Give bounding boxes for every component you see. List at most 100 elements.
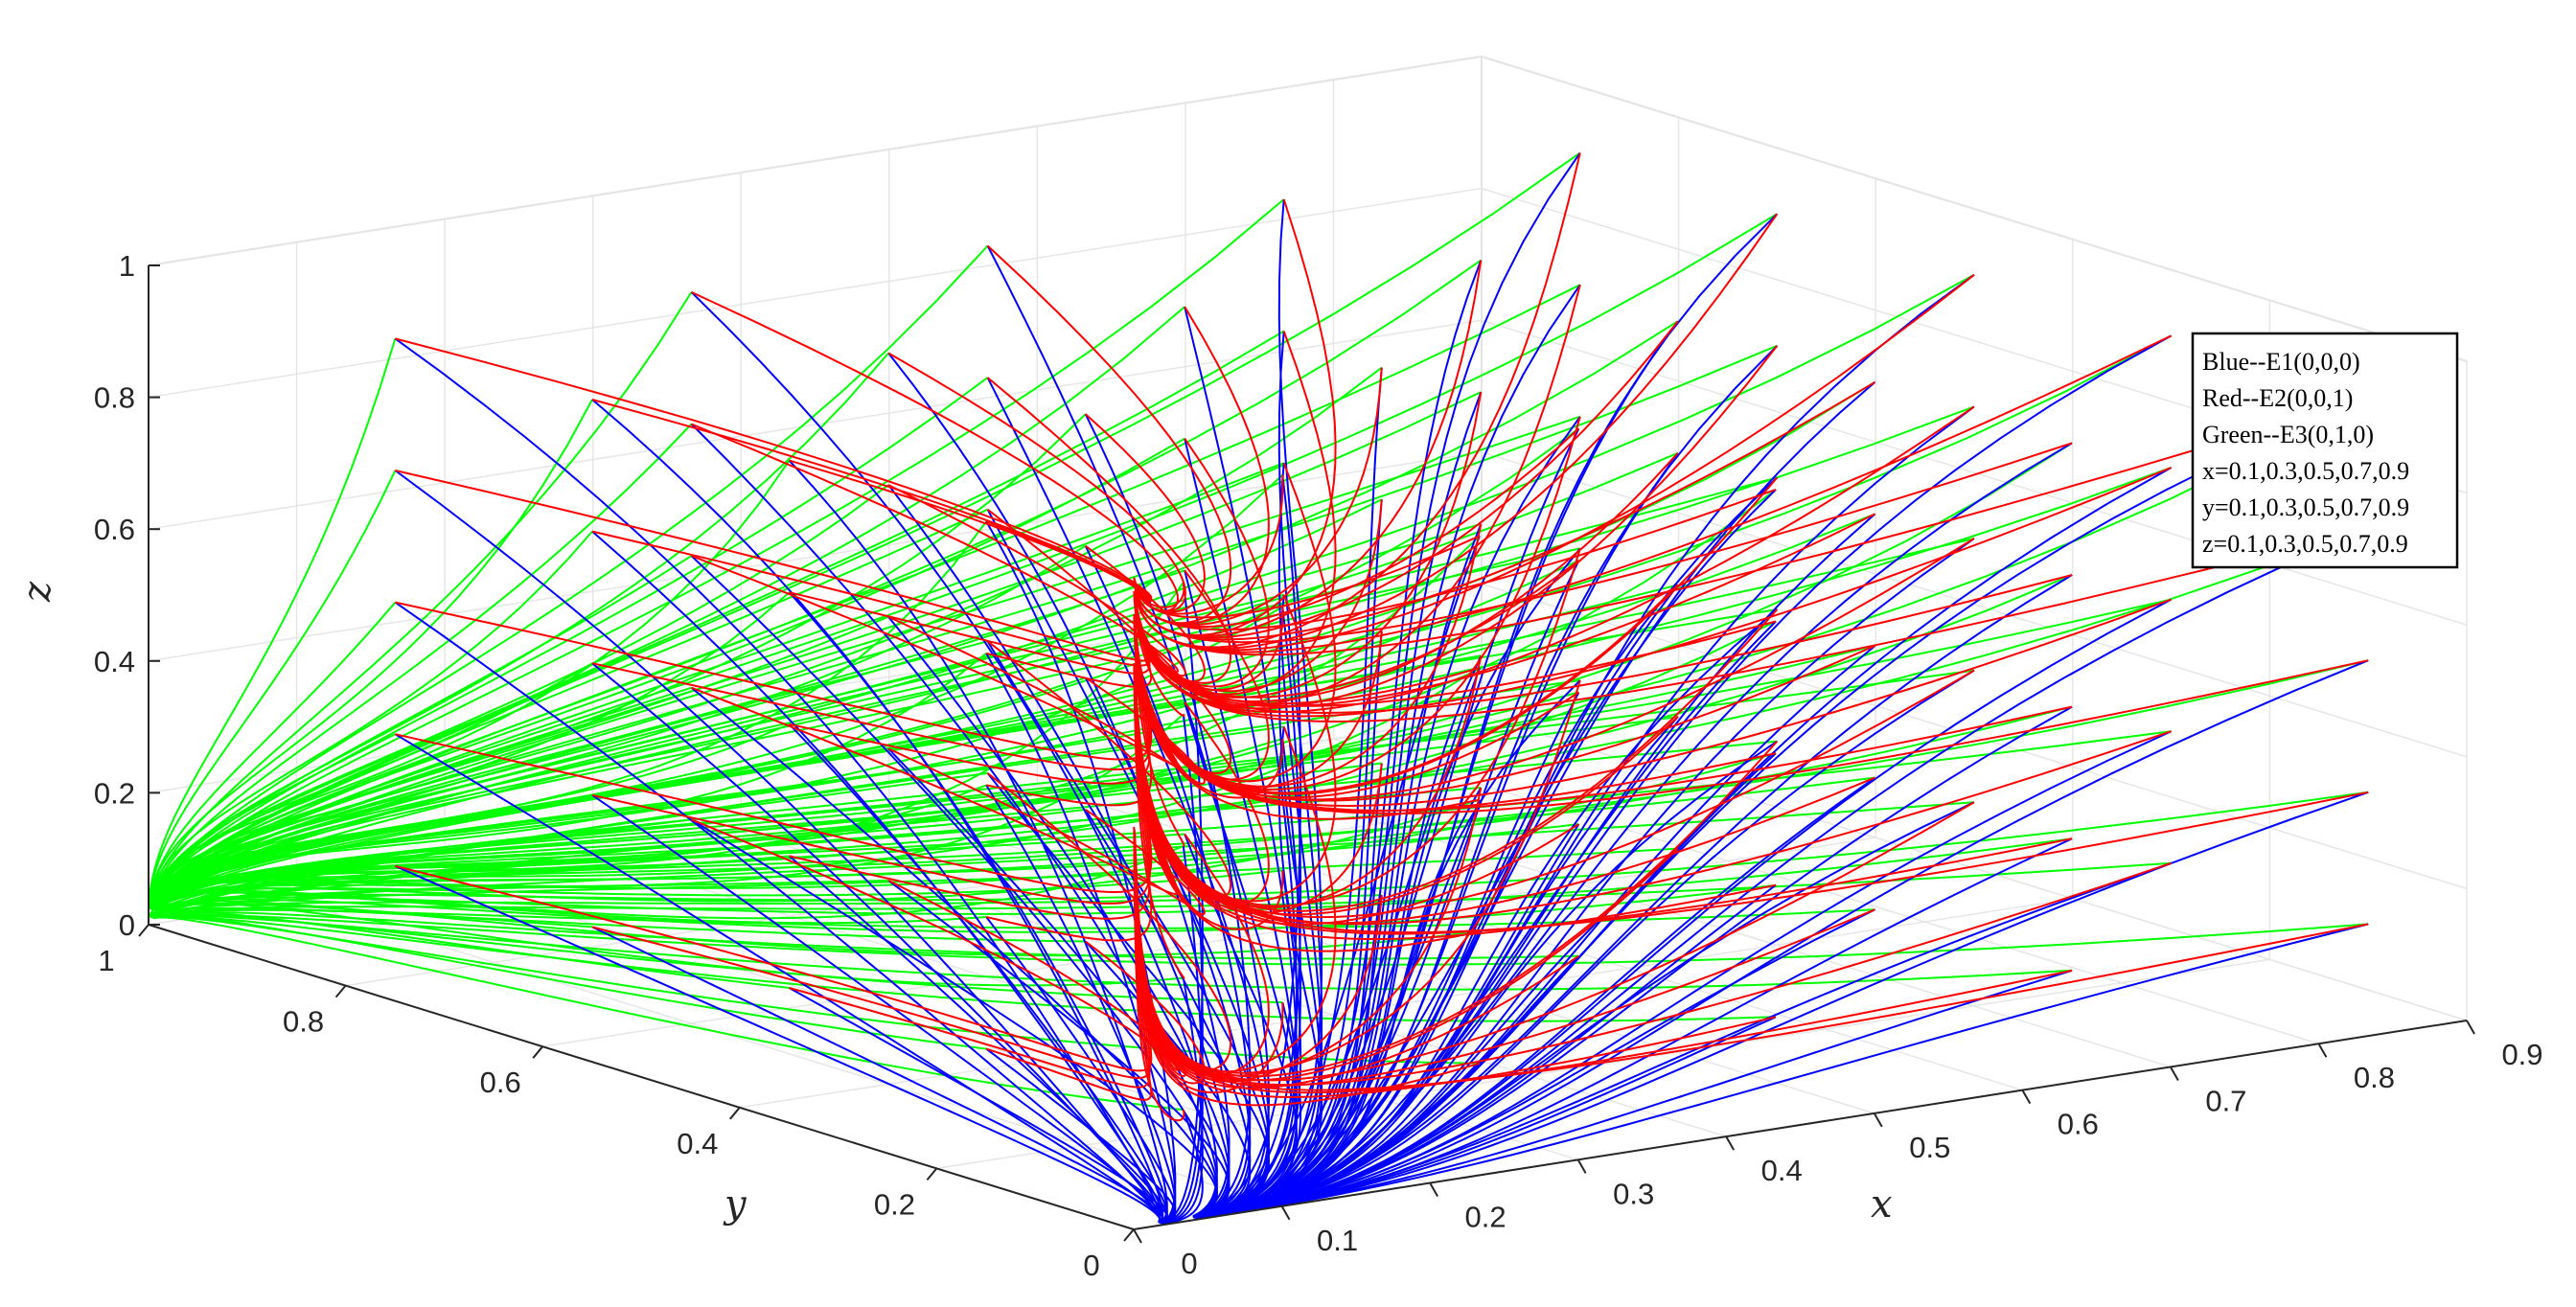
legend-entry-z-initial: z=0.1,0.3,0.5,0.7,0.9 [2202,530,2408,558]
red-trajectory [1135,416,1581,791]
legend-box [2191,332,2459,569]
z-tick-label: 0.6 [94,513,135,546]
y-tick-mark [138,924,150,937]
green-trajectory [152,547,1581,909]
green-trajectory [149,291,693,902]
red-trajectory [1135,679,1581,1074]
legend: Blue--E1(0,0,0) Red--E2(0,0,1) Green--E3… [2191,332,2459,569]
green-trajectory [153,669,1975,910]
x-tick-label: 0.8 [2354,1061,2395,1094]
blue-trajectory [690,423,1218,1218]
x-tick-label: 0.7 [2205,1084,2246,1117]
x-tick-mark [1873,1112,1883,1128]
grid-line-z [148,56,1483,266]
y-axis-label: y [723,1182,748,1227]
x-tick-mark [1576,1158,1587,1174]
legend-entry-red: Red--E2(0,0,1) [2202,384,2353,412]
legend-entry-blue: Blue--E1(0,0,0) [2202,348,2360,376]
grid-line-z [1481,319,2468,626]
y-tick-mark [729,1107,741,1120]
green-trajectory [153,916,1480,1065]
x-axis-line [1133,1020,2468,1230]
x-tick-mark [1725,1135,1736,1151]
y-tick-label: 1 [98,944,114,977]
x-tick-label: 0.4 [1761,1154,1803,1187]
green-trajectory [152,284,1581,903]
y-tick-label: 0.4 [677,1127,718,1160]
z-tick-label: 0.2 [94,776,135,810]
y-tick-mark [532,1045,543,1059]
blue-trajectory [986,377,1271,1215]
blue-trajectory [986,245,1271,1215]
tick-labels: 0 0.1 0.2 0.3 0.4 0.5 0.6 0.7 0.8 0.9 0 0.2 0.4 0.6 0.… [94,249,2543,1282]
z-tick-label: 1 [119,249,135,283]
x-tick-label: 0.2 [1465,1201,1506,1234]
x-tick-mark [2317,1043,2328,1058]
x-tick-label: 0.6 [2058,1108,2099,1141]
x-tick-mark [2170,1066,2179,1081]
green-trajectory [152,151,1581,901]
red-trajectory [1135,548,1581,907]
grid-line-z [148,451,1483,662]
blue-trajectory [1231,416,1581,1212]
x-tick-label: 0 [1181,1247,1197,1280]
z-tick-label: 0 [119,908,135,942]
red-trajectory [691,290,1180,612]
green-trajectory [153,801,1975,918]
x-tick-label: 0.9 [2501,1038,2542,1071]
red-trajectory [1134,380,1876,641]
green-trajectory [153,344,1778,903]
blue-trajectory [1231,284,1581,1212]
blue-trajectory [690,291,1218,1218]
green-trajectory [153,608,1778,909]
grid-line-z [1481,451,2468,758]
legend-entry-green: Green--E3(0,1,0) [2202,421,2374,448]
y-axis-line [148,924,1135,1230]
green-trajectory [152,415,1581,906]
grid-line-z [1481,56,2468,362]
y-tick-label: 0 [1083,1249,1099,1282]
legend-entry-x-initial: x=0.1,0.3,0.5,0.7,0.9 [2202,457,2409,485]
red-trajectory [986,244,1232,625]
x-tick-mark [2466,1020,2475,1035]
y-tick-mark [926,1167,938,1181]
x-tick-label: 0.1 [1317,1224,1358,1257]
grid-line-z [1481,583,2468,890]
green-trajectory [152,679,1580,918]
green-trajectories [148,151,2369,1112]
x-tick-mark [1280,1205,1291,1221]
blue-trajectory [394,337,1162,1223]
green-trajectory [148,338,397,901]
y-tick-label: 0.2 [874,1187,915,1221]
z-tick-label: 0.4 [94,645,135,678]
blue-trajectory [591,399,1164,1223]
grid-line-z [1481,715,2468,1021]
red-trajectories [395,152,2369,1122]
z-tick-label: 0.8 [94,381,135,415]
x-axis-label: x [1871,1182,1893,1227]
y-tick-label: 0.8 [283,1005,324,1039]
red-trajectory [1135,152,1581,649]
axes-lines [148,265,2468,1230]
y-tick-mark [334,984,347,998]
grid-line-z [148,319,1483,530]
blue-trajectory [1233,801,1975,1213]
legend-entry-y-initial: y=0.1,0.3,0.5,0.7,0.9 [2202,493,2409,521]
x-tick-label: 0.3 [1613,1177,1654,1210]
green-trajectory [151,198,1285,901]
blue-trajectory [788,459,1168,1224]
grid-line-z [148,187,1483,399]
y-tick-mark [1123,1228,1135,1242]
red-trajectory [1135,198,1337,636]
blue-trajectory [1236,527,2369,1213]
red-trajectory [1135,284,1581,707]
x-tick-mark [1133,1228,1142,1244]
z-axis-label: z [15,581,59,603]
y-tick-label: 0.6 [480,1066,521,1099]
x-tick-label: 0.5 [1909,1131,1950,1164]
green-trajectory [153,476,1778,906]
x-tick-mark [2021,1089,2032,1105]
grid-line-y [936,958,2270,1170]
x-tick-mark [1429,1182,1438,1198]
